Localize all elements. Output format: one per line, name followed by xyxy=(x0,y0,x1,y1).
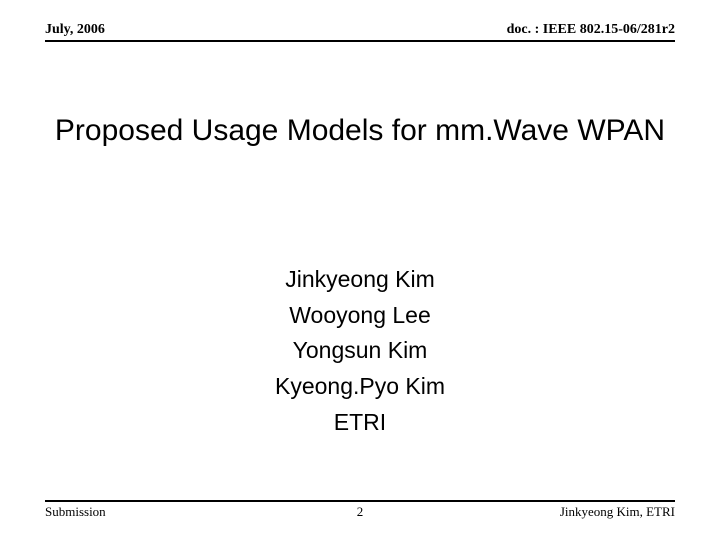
author-line: Kyeong.Pyo Kim xyxy=(45,369,675,405)
footer-bar: Submission 2 Jinkyeong Kim, ETRI xyxy=(45,500,675,520)
footer-author: Jinkyeong Kim, ETRI xyxy=(560,504,675,520)
authors-block: Jinkyeong Kim Wooyong Lee Yongsun Kim Ky… xyxy=(45,262,675,440)
author-line: Wooyong Lee xyxy=(45,298,675,334)
header-docref: doc. : IEEE 802.15-06/281r2 xyxy=(507,22,675,38)
header-bar: July, 2006 doc. : IEEE 802.15-06/281r2 xyxy=(45,22,675,42)
author-line: ETRI xyxy=(45,405,675,441)
slide-title: Proposed Usage Models for mm.Wave WPAN xyxy=(45,112,675,150)
author-line: Jinkyeong Kim xyxy=(45,262,675,298)
author-line: Yongsun Kim xyxy=(45,333,675,369)
header-date: July, 2006 xyxy=(45,22,105,38)
